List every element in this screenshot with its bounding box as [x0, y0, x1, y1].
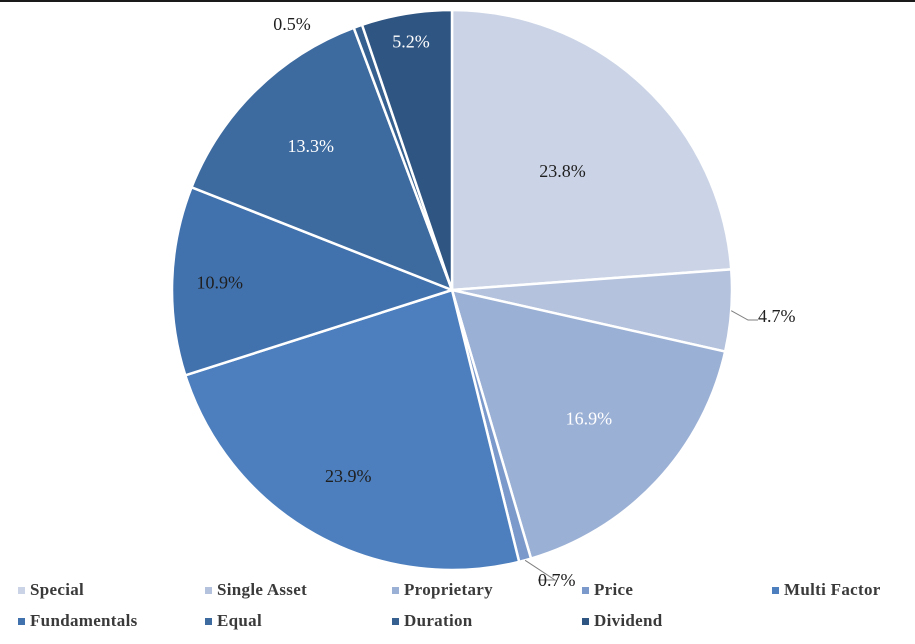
legend-item-multi-factor: Multi Factor	[772, 580, 881, 599]
legend-item-duration: Duration	[392, 611, 473, 630]
legend-item-equal: Equal	[205, 611, 262, 630]
legend-item-price: Price	[582, 580, 633, 599]
data-label-duration: 0.5%	[273, 14, 311, 34]
leader-lines	[524, 310, 758, 581]
pie-slice-multi-factor	[183, 288, 521, 572]
leader-line-single-asset	[730, 310, 758, 321]
legend-swatch-proprietary	[392, 587, 399, 594]
leader-line-price	[524, 559, 557, 581]
legend-item-special: Special	[18, 580, 84, 599]
legend-swatch-duration	[392, 618, 399, 625]
legend-label-single-asset: Single Asset	[217, 580, 307, 599]
pie-slices	[170, 8, 734, 572]
legend-label-equal: Equal	[217, 611, 262, 630]
legend-item-fundamentals: Fundamentals	[18, 611, 138, 630]
legend-swatch-special	[18, 587, 25, 594]
pie-slice-fundamentals	[170, 185, 456, 377]
legend-swatch-multi-factor	[772, 587, 779, 594]
legend-label-fundamentals: Fundamentals	[30, 611, 138, 630]
data-label-single-asset: 4.7%	[758, 306, 796, 326]
legend-item-single-asset: Single Asset	[205, 580, 307, 599]
legend-label-special: Special	[30, 580, 84, 599]
legend-label-dividend: Dividend	[594, 611, 663, 630]
legend-swatch-dividend	[582, 618, 589, 625]
legend-swatch-single-asset	[205, 587, 212, 594]
data-labels: 23.8% 4.7% 16.9% 0.7% 23.9% 10.9% 13.3% 0.5% 5.2…	[196, 14, 795, 590]
data-label-proprietary: 16.9%	[566, 408, 613, 428]
data-label-fundamentals: 10.9%	[196, 272, 243, 292]
pie-slice-dividend	[360, 8, 454, 291]
pie-slice-equal	[189, 26, 455, 293]
data-label-price: 0.7%	[538, 570, 576, 590]
legend-swatch-equal	[205, 618, 212, 625]
legend: Special Single Asset Proprietary Price Multi…	[18, 580, 881, 630]
legend-label-proprietary: Proprietary	[404, 580, 493, 599]
legend-label-price: Price	[594, 580, 633, 599]
legend-item-proprietary: Proprietary	[392, 580, 493, 599]
data-label-special: 23.8%	[539, 161, 586, 181]
pie-slice-special	[450, 8, 733, 292]
legend-item-dividend: Dividend	[582, 611, 663, 630]
pie-slice-proprietary	[450, 288, 727, 561]
data-label-equal: 13.3%	[287, 136, 334, 156]
data-label-multi-factor: 23.9%	[325, 466, 372, 486]
legend-swatch-fundamentals	[18, 618, 25, 625]
legend-swatch-price	[582, 587, 589, 594]
data-label-dividend: 5.2%	[392, 31, 430, 51]
legend-label-duration: Duration	[404, 611, 473, 630]
legend-label-multi-factor: Multi Factor	[784, 580, 881, 599]
